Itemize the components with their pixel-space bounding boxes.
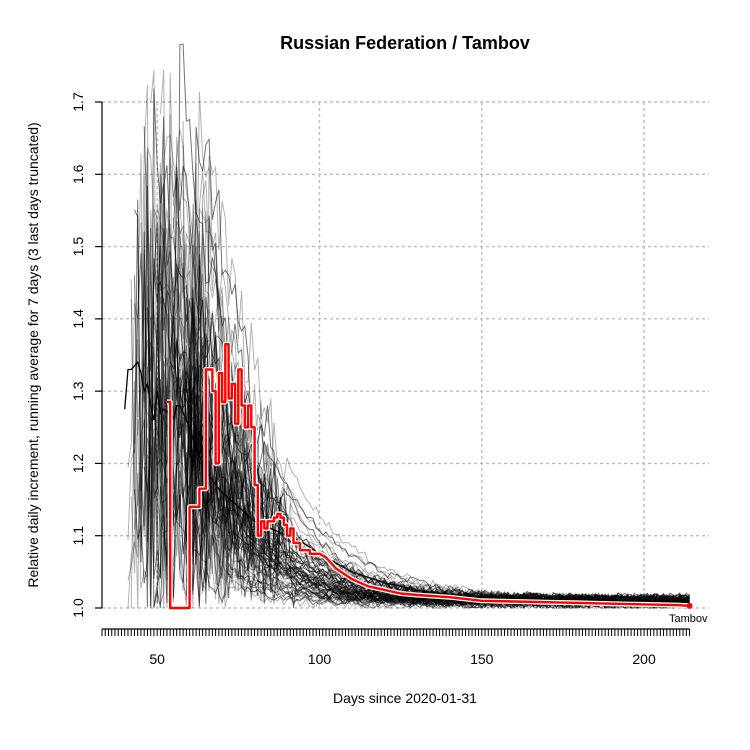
y-tick-label: 1.4 (70, 309, 86, 329)
highlight-series (166, 341, 693, 611)
country-series-line (124, 360, 690, 606)
background-series-line (134, 85, 690, 609)
background-series-line (127, 418, 690, 606)
y-tick-label: 1.5 (70, 237, 86, 257)
annotations: Tambov (669, 613, 708, 625)
x-axis: 50 100 150 200 (101, 628, 691, 667)
y-tick-label: 1.2 (70, 453, 86, 473)
x-axis-label: Days since 2020-01-31 (333, 690, 477, 706)
x-tick-label: 150 (470, 651, 494, 667)
y-tick-label: 1.0 (70, 598, 86, 618)
highlight-series-line (166, 343, 690, 610)
x-tick-label: 200 (632, 651, 656, 667)
series-annotation: Tambov (669, 613, 708, 625)
y-tick-label: 1.7 (70, 92, 86, 112)
country-series (124, 360, 690, 606)
y-tick-label: 1.1 (70, 526, 86, 546)
y-axis: 1.0 1.1 1.2 1.3 1.4 1.5 1.6 1.7 (70, 92, 103, 618)
highlight-series-endpoint (686, 602, 693, 609)
y-tick-label: 1.6 (70, 164, 86, 184)
x-tick-label: 100 (308, 651, 332, 667)
grid (102, 101, 709, 609)
x-tick-label: 50 (149, 651, 165, 667)
y-tick-label: 1.3 (70, 381, 86, 401)
y-axis-label: Relative daily increment, running averag… (25, 122, 41, 587)
chart-title: Russian Federation / Tambov (280, 33, 530, 53)
background-series (127, 43, 690, 610)
